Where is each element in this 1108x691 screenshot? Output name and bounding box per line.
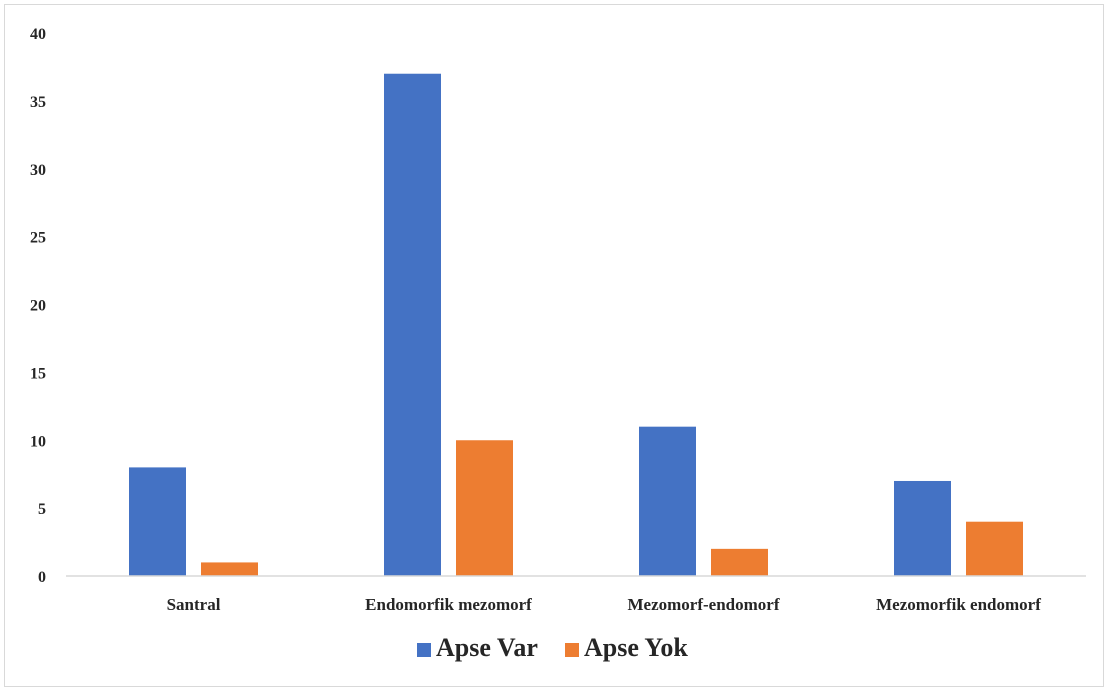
category-label: Mezomorfik endomorf xyxy=(876,595,1041,614)
bar-apse-yok-1 xyxy=(201,562,258,576)
bar-apse-yok-2 xyxy=(456,440,513,576)
y-tick-label: 5 xyxy=(38,501,46,518)
y-tick-label: 10 xyxy=(30,433,46,450)
y-tick-label: 0 xyxy=(38,569,46,586)
y-tick-label: 35 xyxy=(30,94,46,111)
y-tick-label: 30 xyxy=(30,162,46,179)
category-labels: Santral Endomorfik mezomorf Mezomorf-endom… xyxy=(167,595,1042,614)
bar-apse-yok-3 xyxy=(711,548,768,576)
legend-swatch xyxy=(417,643,431,657)
category-label: Endomorfik mezomorf xyxy=(365,595,532,614)
y-tick-label: 15 xyxy=(30,365,46,382)
legend-swatch xyxy=(565,643,579,657)
bar-apse-var-2 xyxy=(384,73,441,576)
y-tick-label: 20 xyxy=(30,298,46,315)
category-label: Mezomorf-endomorf xyxy=(628,595,780,614)
legend-label: Apse Var xyxy=(436,633,538,662)
bars xyxy=(129,73,1023,576)
y-tick-label: 25 xyxy=(30,230,46,247)
bar-apse-var-4 xyxy=(894,480,951,576)
y-axis-ticks: 0 5 10 15 20 25 30 35 40 xyxy=(30,26,46,586)
y-tick-label: 40 xyxy=(30,26,46,43)
legend-label: Apse Yok xyxy=(584,633,688,662)
category-label: Santral xyxy=(167,595,221,614)
bar-apse-var-3 xyxy=(639,426,696,576)
bar-apse-var-1 xyxy=(129,467,186,576)
legend: Apse Var Apse Yok xyxy=(417,633,688,662)
bar-apse-yok-4 xyxy=(966,521,1023,576)
